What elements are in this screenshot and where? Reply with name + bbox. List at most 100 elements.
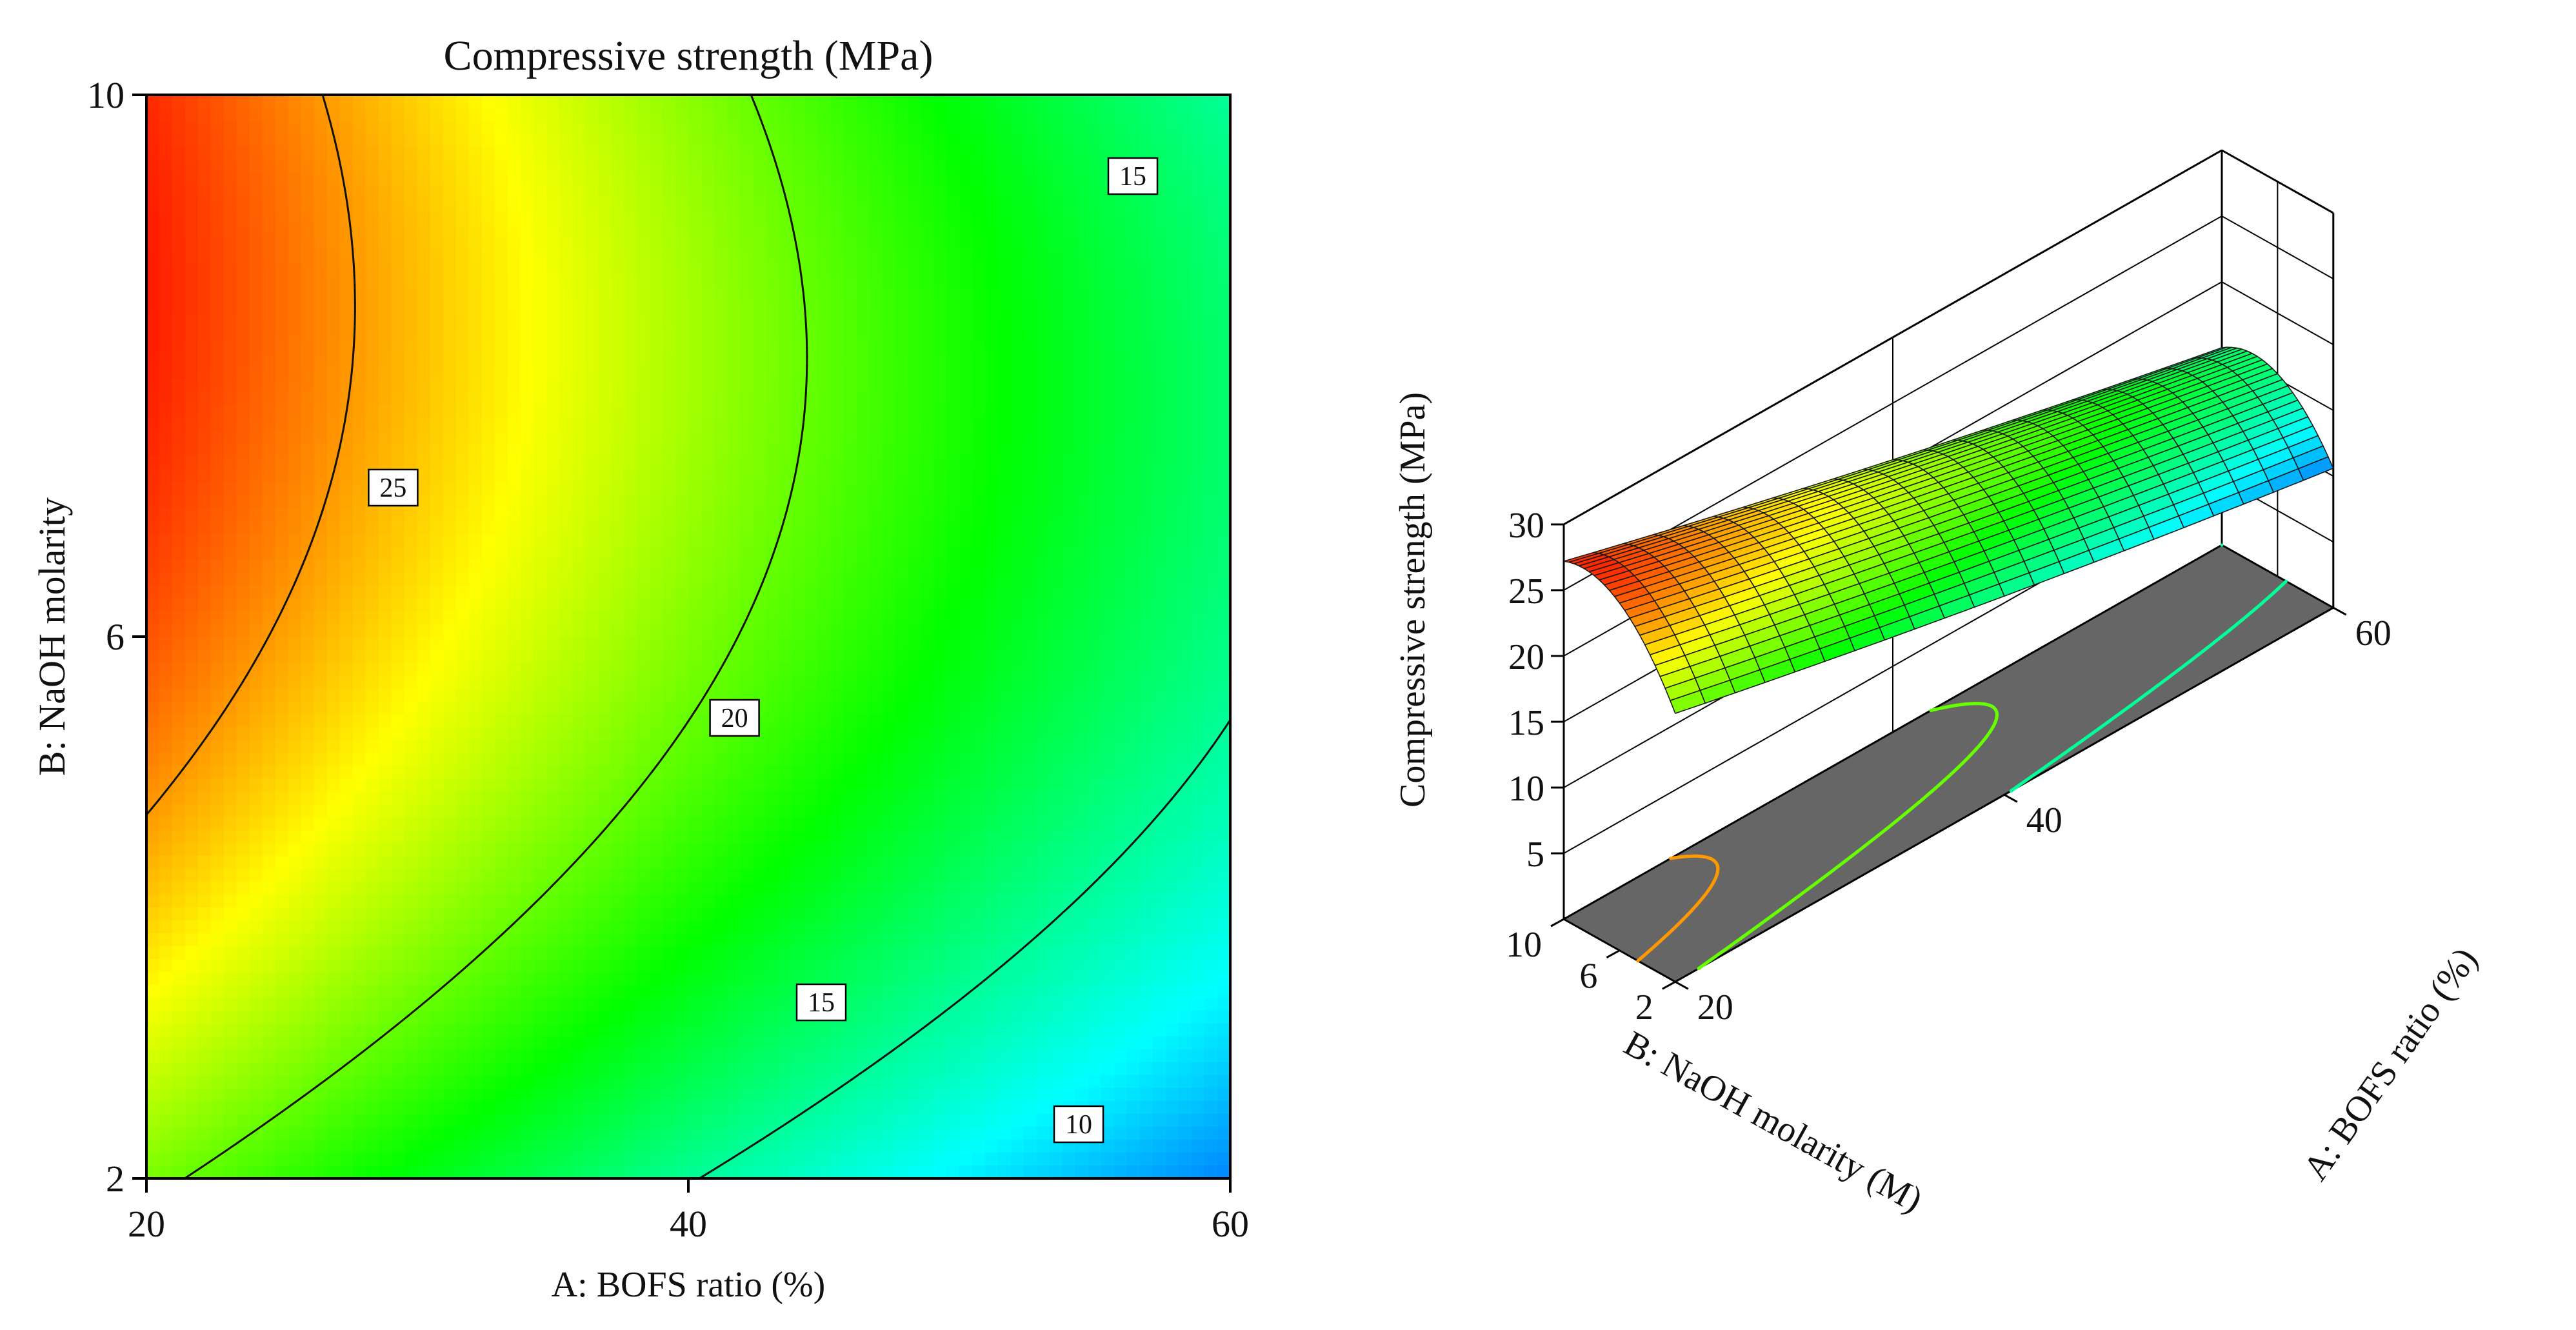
heatmap-cell — [430, 237, 444, 250]
heatmap-cell — [159, 456, 173, 470]
heatmap-cell — [456, 1024, 470, 1037]
heatmap-cell — [637, 869, 650, 882]
heatmap-cell — [301, 1140, 315, 1153]
heatmap-cell — [379, 946, 392, 960]
heatmap-cell — [546, 521, 560, 534]
heatmap-cell — [856, 108, 870, 121]
heatmap-cell — [263, 1024, 276, 1037]
heatmap-cell — [327, 185, 341, 199]
heatmap-cell — [185, 340, 199, 353]
heatmap-cell — [663, 353, 676, 366]
heatmap-cell — [650, 301, 663, 315]
heatmap-cell — [843, 237, 857, 250]
heatmap-cell — [417, 688, 431, 702]
heatmap-cell — [159, 650, 173, 663]
heatmap-cell — [637, 817, 650, 831]
heatmap-cell — [469, 675, 483, 689]
heatmap-cell — [611, 263, 624, 276]
heatmap-cell — [482, 327, 495, 341]
heatmap-cell — [198, 727, 212, 740]
heatmap-cell — [611, 1088, 624, 1102]
heatmap-cell — [172, 327, 186, 341]
heatmap-cell — [882, 288, 895, 302]
heatmap-cell — [650, 972, 663, 986]
heatmap-cell — [314, 804, 328, 818]
heatmap-cell — [275, 327, 289, 341]
heatmap-cell — [327, 933, 341, 947]
heatmap-cell — [882, 508, 895, 521]
heatmap-cell — [559, 508, 573, 521]
heatmap-cell — [740, 366, 754, 379]
heatmap-cell — [392, 998, 405, 1011]
heatmap-cell — [675, 1011, 689, 1024]
heatmap-cell — [559, 430, 573, 444]
heatmap-cell — [650, 211, 663, 224]
heatmap-cell — [572, 1075, 586, 1089]
heatmap-cell — [663, 456, 676, 470]
heatmap-cell — [688, 521, 702, 534]
heatmap-cell — [766, 185, 779, 199]
heatmap-cell — [301, 1062, 315, 1076]
heatmap-cell — [882, 521, 895, 534]
heatmap-cell — [779, 392, 792, 405]
heatmap-cell — [146, 108, 160, 121]
heatmap-cell — [159, 288, 173, 302]
heatmap-cell — [404, 146, 418, 160]
heatmap-cell — [766, 1140, 779, 1153]
heatmap-cell — [688, 392, 702, 405]
heatmap-cell — [727, 933, 741, 947]
heatmap-cell — [263, 779, 276, 792]
heatmap-cell — [727, 172, 741, 186]
heatmap-cell — [250, 572, 263, 586]
heatmap-cell — [701, 804, 715, 818]
heatmap-cell — [843, 159, 857, 173]
heatmap-cell — [611, 1075, 624, 1089]
heatmap-cell — [198, 1166, 212, 1179]
heatmap-cell — [779, 366, 792, 379]
heatmap-cell — [314, 972, 328, 986]
heatmap-cell — [740, 1011, 754, 1024]
heatmap-cell — [495, 314, 508, 328]
heatmap-cell — [185, 1088, 199, 1102]
heatmap-cell — [843, 675, 857, 689]
heatmap-cell — [521, 895, 534, 908]
heatmap-cell — [495, 263, 508, 276]
heatmap-cell — [159, 946, 173, 960]
heatmap-cell — [288, 1049, 302, 1063]
heatmap-cell — [856, 1024, 870, 1037]
heatmap-cell — [224, 882, 237, 895]
heatmap-cell — [559, 404, 573, 418]
heatmap-cell — [185, 533, 199, 547]
heatmap-cell — [430, 753, 444, 766]
heatmap-cell — [224, 1127, 237, 1140]
heatmap-cell — [159, 727, 173, 740]
heatmap-cell — [495, 1127, 508, 1140]
heatmap-cell — [521, 224, 534, 237]
heatmap-cell — [521, 727, 534, 740]
heatmap-cell — [250, 546, 263, 560]
heatmap-cell — [288, 817, 302, 831]
heatmap-cell — [882, 572, 895, 586]
heatmap-cell — [443, 843, 457, 857]
heatmap-cell — [263, 108, 276, 121]
heatmap-cell — [675, 598, 689, 611]
heatmap-cell — [624, 688, 637, 702]
heatmap-cell — [779, 611, 792, 624]
heatmap-cell — [250, 288, 263, 302]
heatmap-cell — [159, 224, 173, 237]
heatmap-cell — [172, 714, 186, 728]
heatmap-cell — [482, 1075, 495, 1089]
heatmap-cell — [237, 121, 250, 134]
heatmap-cell — [482, 779, 495, 792]
heatmap-cell — [392, 688, 405, 702]
heatmap-cell — [598, 714, 612, 728]
heatmap-cell — [314, 624, 328, 637]
heatmap-cell — [340, 392, 354, 405]
heatmap-cell — [804, 198, 818, 212]
heatmap-cell — [417, 508, 431, 521]
heatmap-cell — [843, 430, 857, 444]
heatmap-cell — [817, 714, 831, 728]
heatmap-cell — [237, 766, 250, 779]
heatmap-cell — [856, 830, 870, 844]
heatmap-cell — [198, 688, 212, 702]
